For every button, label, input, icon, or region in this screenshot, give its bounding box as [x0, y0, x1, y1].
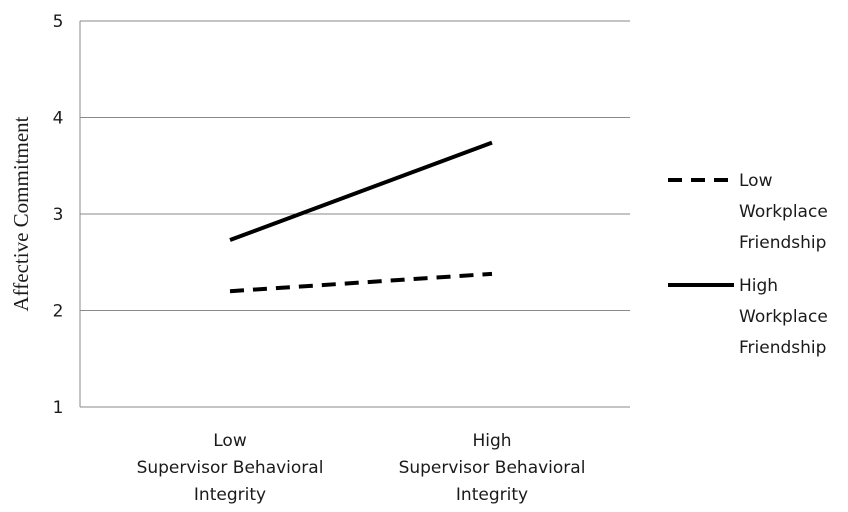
- y-tick-label: 3: [53, 205, 64, 225]
- legend-label: Friendship: [739, 338, 826, 358]
- series-line-0: [229, 271, 493, 294]
- x-category-labels: Low Supervisor Behavioral Integrity High Sup…: [137, 431, 586, 505]
- axes: [79, 21, 630, 408]
- x-category-label: Supervisor Behavioral: [399, 458, 586, 478]
- y-axis-label: Affective Commitment: [9, 116, 33, 311]
- y-tick-label: 5: [53, 12, 64, 32]
- legend: Low Workplace Friendship High Workplace Frien…: [668, 171, 828, 358]
- x-category-label: Integrity: [456, 485, 528, 505]
- x-category-label: Supervisor Behavioral: [137, 458, 324, 478]
- y-tick-label: 1: [53, 398, 64, 418]
- gridlines: [80, 20, 630, 311]
- legend-label: Low: [739, 171, 773, 191]
- legend-label: High: [739, 276, 778, 296]
- legend-label: Workplace: [739, 202, 828, 222]
- series-lines: [229, 140, 493, 294]
- series-line-1: [229, 140, 493, 242]
- legend-label: Workplace: [739, 307, 828, 327]
- y-tick-labels: 1 2 3 4 5: [53, 12, 64, 418]
- y-tick-label: 4: [53, 109, 64, 129]
- x-category-label: Low: [213, 431, 247, 451]
- x-category-label: High: [472, 431, 511, 451]
- x-category-label: Integrity: [194, 485, 266, 505]
- y-tick-label: 2: [53, 302, 64, 322]
- legend-label: Friendship: [739, 233, 826, 253]
